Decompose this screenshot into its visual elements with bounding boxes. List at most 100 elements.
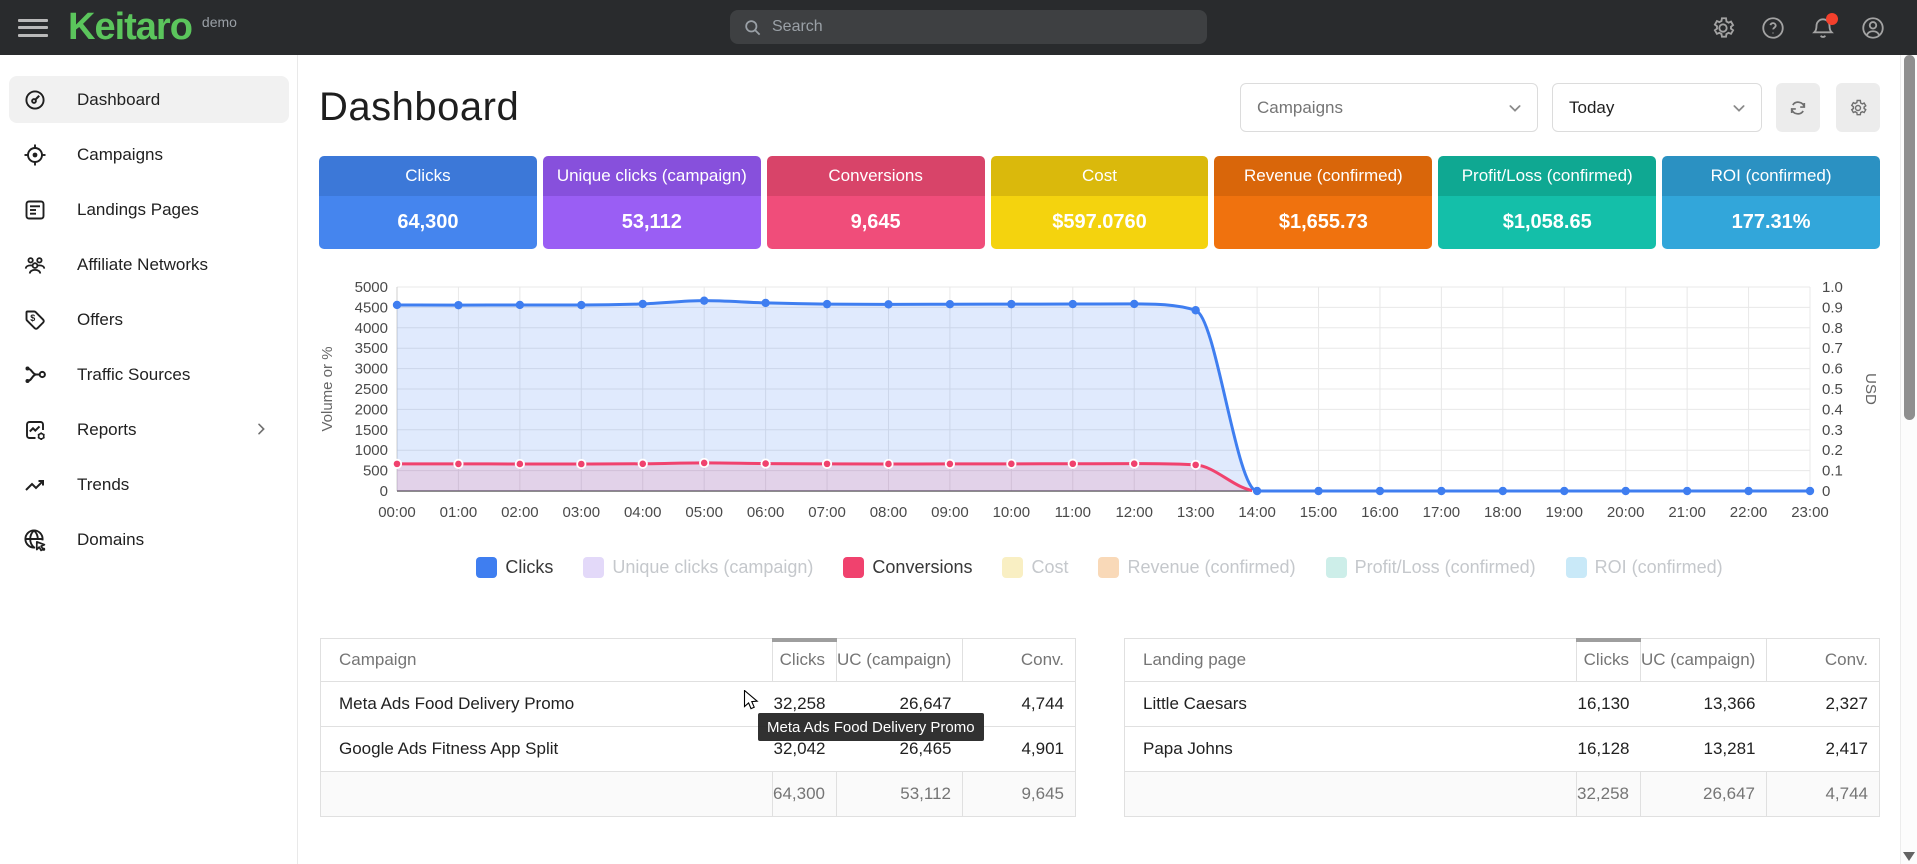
column-header-conv[interactable]: Conv.: [962, 638, 1076, 682]
axis-tick-label: 500: [363, 463, 388, 480]
cell-name[interactable]: Meta Ads Food Delivery Promo: [320, 681, 773, 727]
metric-card-label: Unique clicks (campaign): [542, 156, 761, 196]
notification-badge: [1826, 12, 1838, 25]
sidebar-item-reports[interactable]: Reports: [9, 406, 289, 453]
gear-icon: [1850, 99, 1867, 115]
refresh-button[interactable]: [1776, 83, 1820, 132]
table-row[interactable]: Little Caesars 16,130 13,366 2,327: [1124, 681, 1880, 727]
sidebar-item-offers[interactable]: $ Offers: [9, 296, 289, 343]
metric-card-label: Cost: [990, 156, 1209, 196]
metric-card-cost[interactable]: Cost $597.0760: [990, 156, 1209, 249]
sidebar-item-landings-pages[interactable]: Landings Pages: [9, 186, 289, 233]
target-icon: [23, 143, 47, 167]
sidebar-item-domains[interactable]: Domains: [9, 516, 289, 563]
axis-tick-label: 22:00: [1730, 504, 1768, 521]
metric-card-clicks[interactable]: Clicks 64,300: [319, 156, 537, 249]
trending-up-icon: [23, 473, 47, 497]
metric-card-value: 53,112: [542, 196, 761, 249]
metric-card-value: 64,300: [319, 196, 537, 249]
column-header-landing-page[interactable]: Landing page: [1124, 638, 1577, 682]
metric-card-revenue-confirmed[interactable]: Revenue (confirmed) $1,655.73: [1214, 156, 1433, 249]
menu-toggle-button[interactable]: [18, 17, 48, 39]
column-header-clicks[interactable]: Clicks: [772, 638, 838, 682]
total-conv: 9,645: [962, 771, 1076, 817]
sidebar-item-campaigns[interactable]: Campaigns: [9, 131, 289, 178]
keitaro-logo[interactable]: Keitaro: [68, 6, 193, 48]
row-tooltip: Meta Ads Food Delivery Promo: [758, 713, 984, 741]
scrollbar-down-arrow[interactable]: [1903, 852, 1915, 861]
account-icon[interactable]: [1860, 15, 1886, 41]
metric-card-unique-clicks-campaign[interactable]: Unique clicks (campaign) 53,112: [542, 156, 761, 249]
scrollbar-thumb[interactable]: [1904, 55, 1915, 420]
axis-tick-label: 11:00: [1055, 504, 1091, 521]
total-uc: 26,647: [1640, 771, 1767, 817]
axis-tick-label: 19:00: [1545, 504, 1583, 521]
search-input[interactable]: [772, 18, 1172, 36]
axis-tick-label: 0.4: [1822, 401, 1843, 418]
legend-swatch: [1325, 556, 1347, 578]
totals-row: 32,258 26,647 4,744: [1124, 771, 1880, 817]
sidebar-item-label: Offers: [77, 309, 123, 329]
env-label: demo: [201, 13, 237, 30]
axis-tick-label: 3000: [355, 361, 388, 378]
group-select[interactable]: Campaigns: [1240, 83, 1538, 132]
axis-tick-label: 0.2: [1822, 442, 1843, 459]
help-icon[interactable]: [1760, 15, 1786, 41]
cell-name[interactable]: Little Caesars: [1124, 681, 1577, 727]
legend-item-unique-clicks-campaign[interactable]: Unique clicks (campaign): [583, 556, 813, 578]
totals-row: 64,300 53,112 9,645: [320, 771, 1076, 817]
sidebar-item-dashboard[interactable]: Dashboard: [9, 76, 289, 123]
axis-tick-label: 1000: [355, 442, 388, 459]
axis-tick-label: 17:00: [1423, 504, 1461, 521]
axis-tick-label: 14:00: [1238, 504, 1276, 521]
settings-icon[interactable]: [1710, 15, 1736, 41]
refresh-icon: [1790, 100, 1806, 115]
sidebar-item-label: Campaigns: [77, 144, 163, 164]
period-select[interactable]: Today: [1552, 83, 1762, 132]
column-header-conv[interactable]: Conv.: [1766, 638, 1880, 682]
column-header-uc-campaign[interactable]: UC (campaign): [836, 638, 963, 682]
sidebar-item-label: Domains: [77, 529, 145, 549]
sidebar-item-traffic-sources[interactable]: Traffic Sources: [9, 351, 289, 398]
area-clicks: [397, 300, 1810, 491]
sidebar-item-affiliate-networks[interactable]: Affiliate Networks: [9, 241, 289, 288]
axis-tick-label: 06:00: [747, 504, 785, 521]
globe-icon: [23, 528, 47, 552]
axis-tick-label: 0.3: [1822, 422, 1843, 439]
cell-name[interactable]: Papa Johns: [1124, 726, 1577, 772]
table-row[interactable]: Google Ads Fitness App Split 32,042 26,465…: [320, 726, 1076, 772]
legend-swatch: [1002, 556, 1024, 578]
column-header-campaign[interactable]: Campaign: [320, 638, 773, 682]
legend-item-conversions[interactable]: Conversions: [843, 556, 972, 578]
metric-card-label: Revenue (confirmed): [1214, 156, 1433, 196]
cell-name[interactable]: Google Ads Fitness App Split: [320, 726, 773, 772]
notifications-icon[interactable]: [1810, 12, 1838, 41]
points-clicks: [392, 296, 1815, 496]
legend-item-profit-loss-confirmed[interactable]: Profit/Loss (confirmed): [1325, 556, 1536, 578]
search-box[interactable]: [730, 10, 1207, 44]
metric-card-value: $597.0760: [990, 196, 1209, 249]
chart-settings-button[interactable]: [1836, 83, 1880, 132]
metric-card-profit-loss-confirmed[interactable]: Profit/Loss (confirmed) $1,058.65: [1438, 156, 1657, 249]
total-empty: [1124, 771, 1577, 817]
axis-tick-label: 1500: [355, 422, 388, 439]
axis-tick-label: 08:00: [870, 504, 908, 521]
sidebar-item-trends[interactable]: Trends: [9, 461, 289, 508]
table-row[interactable]: Papa Johns 16,128 13,281 2,417: [1124, 726, 1880, 772]
legend-item-clicks[interactable]: Clicks: [476, 556, 553, 578]
column-header-uc-campaign[interactable]: UC (campaign): [1640, 638, 1767, 682]
legend-item-cost[interactable]: Cost: [1002, 556, 1068, 578]
metric-card-roi-confirmed[interactable]: ROI (confirmed) 177.31%: [1662, 156, 1881, 249]
chart-grid: [396, 286, 1811, 491]
metric-card-value: 177.31%: [1662, 196, 1881, 249]
axis-tick-label: 23:00: [1791, 504, 1829, 521]
legend-item-revenue-confirmed[interactable]: Revenue (confirmed): [1098, 556, 1296, 578]
axis-tick-label: 15:00: [1300, 504, 1338, 521]
legend-item-roi-confirmed[interactable]: ROI (confirmed): [1565, 556, 1723, 578]
legend-swatch: [476, 556, 498, 578]
legend-swatch: [1098, 556, 1120, 578]
scrollbar[interactable]: [1900, 55, 1917, 864]
total-conv: 4,744: [1766, 771, 1880, 817]
column-header-clicks[interactable]: Clicks: [1576, 638, 1642, 682]
metric-card-conversions[interactable]: Conversions 9,645: [766, 156, 985, 249]
